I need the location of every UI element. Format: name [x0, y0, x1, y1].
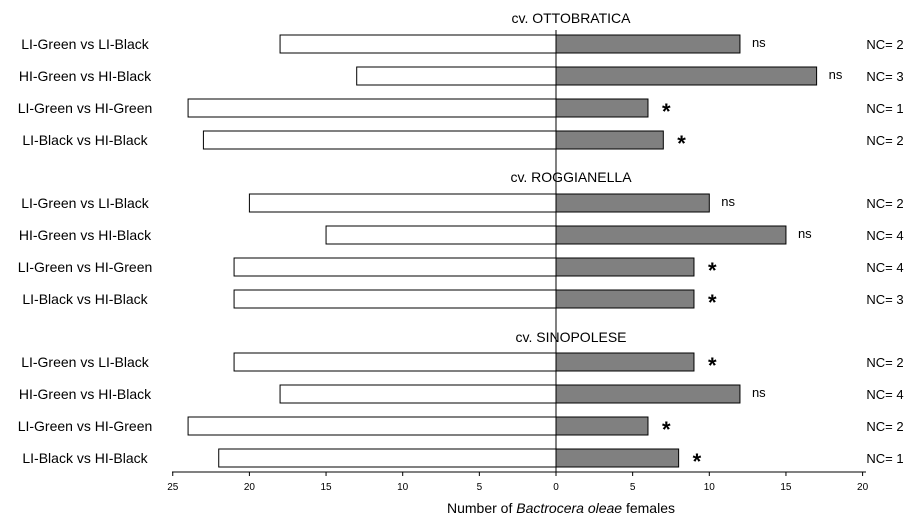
x-tick-label: 15: [780, 482, 792, 493]
bar-right: [555, 289, 695, 309]
group-1: cv. OTTOBRATICA LI-Green vs LI-Black ns NC=…: [18, 10, 904, 156]
bar-left: [233, 257, 557, 277]
nc-label: NC= 2: [866, 355, 903, 370]
row-label: LI-Black vs HI-Black: [22, 291, 148, 307]
row-label: HI-Green vs HI-Black: [19, 227, 152, 243]
significance-label: *: [708, 258, 717, 283]
row-label: LI-Green vs LI-Black: [21, 195, 150, 211]
row-label: LI-Black vs HI-Black: [22, 450, 148, 466]
x-tick-label: 25: [167, 482, 179, 493]
bar-left: [248, 193, 557, 213]
x-tick-label: 10: [704, 482, 716, 493]
significance-label: *: [708, 353, 717, 378]
row-label: LI-Black vs HI-Black: [22, 132, 148, 148]
nc-label: NC= 4: [866, 387, 903, 402]
bar-left: [187, 416, 557, 436]
nc-label: NC= 2: [866, 133, 903, 148]
significance-label: ns: [721, 194, 735, 209]
significance-label: ns: [752, 35, 766, 50]
x-axis-label-prefix: Number of: [447, 500, 516, 516]
bar-right: [555, 448, 680, 468]
group-title: cv. SINOPOLESE: [516, 329, 627, 345]
x-tick-label: 0: [553, 482, 559, 493]
significance-label: *: [693, 449, 702, 474]
x-tick-label: 10: [397, 482, 409, 493]
nc-label: NC= 3: [866, 292, 903, 307]
significance-label: *: [677, 131, 686, 156]
bar-right: [555, 416, 649, 436]
x-axis: 25 20 15 10 5 0 5 10 15 20: [167, 30, 869, 493]
nc-label: NC= 1: [866, 101, 903, 116]
bar-right: [555, 130, 664, 150]
x-axis-label-suffix: females: [622, 500, 675, 516]
bar-left: [233, 289, 557, 309]
bar-left: [356, 66, 557, 86]
significance-label: ns: [798, 226, 812, 241]
group-title: cv. ROGGIANELLA: [510, 169, 632, 185]
row-label: LI-Green vs LI-Black: [21, 36, 150, 52]
x-axis-label-species: Bactrocera oleae: [516, 500, 622, 516]
significance-label: *: [662, 99, 671, 124]
nc-label: NC= 2: [866, 419, 903, 434]
x-axis-label: Number of Bactrocera oleae females: [447, 500, 675, 516]
nc-label: NC= 2: [866, 196, 903, 211]
group-2: cv. ROGGIANELLA LI-Green vs LI-Black ns NC=…: [18, 169, 904, 315]
nc-label: NC= 4: [866, 228, 903, 243]
bar-right: [555, 384, 741, 404]
row-label: HI-Green vs HI-Black: [19, 386, 152, 402]
bar-right: [555, 257, 695, 277]
row-label: LI-Green vs HI-Green: [18, 100, 153, 116]
nc-label: NC= 3: [866, 69, 903, 84]
bar-left: [233, 352, 557, 372]
bar-right: [555, 66, 818, 86]
x-tick-label: 5: [477, 482, 483, 493]
significance-label: ns: [829, 67, 843, 82]
bar-left: [279, 384, 557, 404]
nc-label: NC= 1: [866, 451, 903, 466]
chart-groups: cv. OTTOBRATICA LI-Green vs LI-Black ns NC=…: [18, 10, 904, 474]
bar-left: [187, 98, 557, 118]
x-tick-label: 5: [630, 482, 636, 493]
row-label: LI-Green vs LI-Black: [21, 354, 150, 370]
bar-left: [279, 34, 557, 54]
x-tick-label: 20: [857, 482, 869, 493]
significance-label: ns: [752, 385, 766, 400]
x-tick-label: 15: [320, 482, 332, 493]
significance-label: *: [708, 290, 717, 315]
bar-right: [555, 225, 787, 245]
nc-label: NC= 2: [866, 37, 903, 52]
group-title: cv. OTTOBRATICA: [511, 10, 631, 26]
significance-label: *: [662, 417, 671, 442]
bar-right: [555, 193, 710, 213]
nc-label: NC= 4: [866, 260, 903, 275]
row-label: LI-Green vs HI-Green: [18, 259, 153, 275]
bar-right: [555, 352, 695, 372]
bar-left: [202, 130, 557, 150]
row-label: LI-Green vs HI-Green: [18, 418, 153, 434]
bar-left: [325, 225, 557, 245]
bar-right: [555, 98, 649, 118]
bar-right: [555, 34, 741, 54]
row-label: HI-Green vs HI-Black: [19, 68, 152, 84]
x-tick-label: 20: [244, 482, 256, 493]
group-3: cv. SINOPOLESE LI-Green vs LI-Black * NC= 2…: [18, 329, 904, 474]
bar-left: [218, 448, 557, 468]
